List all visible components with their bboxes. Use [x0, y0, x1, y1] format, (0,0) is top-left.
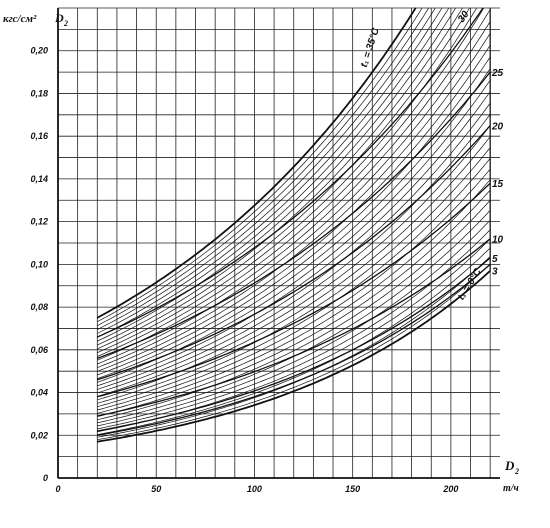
hatch-curve	[97, 7, 450, 338]
hatch-curve	[97, 136, 491, 401]
curve-label-0: t₁ = 0°C	[456, 266, 484, 302]
y-tick-label: 0,04	[30, 388, 48, 398]
hatch-curve	[97, 68, 491, 380]
chart-grid	[57, 7, 500, 479]
x-tick-label: 0	[55, 484, 60, 494]
y-tick-label: 0,18	[30, 88, 48, 98]
series-curve-25	[97, 71, 491, 360]
x-tick-label: 50	[151, 484, 161, 494]
series-curve-20	[97, 125, 491, 381]
y-tick-label: 0,14	[30, 174, 48, 184]
hatch-curve	[97, 7, 423, 323]
curve-label-20: 20	[491, 122, 504, 133]
hatch-curve	[97, 91, 491, 387]
hatch-curve	[97, 7, 470, 350]
series-curve-3	[97, 263, 491, 436]
hatch-curve	[97, 7, 485, 357]
curve-label-30: 30	[456, 9, 472, 25]
x-axis-symbol-sub: 2	[514, 467, 519, 476]
chart-tick-labels: 0 50 100 150 200 0 0,02 0,04 0,06 0,08 0,10 0,12 0,1…	[30, 46, 458, 494]
chart-series-curves	[96, 7, 491, 443]
chart-axes	[57, 8, 500, 479]
series-curve-30	[97, 7, 484, 338]
y-tick-label: 0,06	[30, 345, 49, 355]
hatch-curve	[97, 7, 436, 330]
hatch-curve	[97, 102, 491, 390]
hatch-curve	[97, 168, 491, 411]
y-axis-symbol-sub: 2	[63, 19, 68, 28]
y-axis-symbol: D	[54, 11, 64, 25]
hatch-curve	[97, 9, 491, 361]
hatch-curve	[97, 200, 491, 421]
x-tick-label: 100	[247, 484, 262, 494]
hatch-curve	[97, 158, 491, 408]
hatch-curve	[97, 125, 491, 397]
x-axis-unit-label: т/ч	[503, 483, 519, 494]
curve-label-15: 15	[492, 179, 504, 190]
x-tick-label: 200	[442, 484, 458, 494]
y-tick-label: 0	[43, 473, 48, 483]
hatch-curve	[97, 7, 477, 354]
hatch-curve	[97, 33, 491, 369]
hatch-curve	[97, 7, 456, 342]
curve-label-5: 5	[492, 254, 498, 265]
hatch-curve	[97, 264, 491, 441]
hatch-curve	[97, 147, 491, 404]
y-tick-label: 0,20	[30, 46, 48, 56]
series-curve-0	[97, 270, 491, 443]
y-axis-unit-label: кгс/см²	[3, 13, 37, 25]
hatch-curve	[97, 219, 491, 427]
hatch-curve	[97, 21, 491, 365]
y-tick-label: 0,10	[30, 259, 48, 269]
hatch-curve	[97, 7, 429, 327]
hatch-curve	[97, 7, 443, 334]
series-curve-10	[97, 238, 491, 417]
y-tick-label: 0,08	[30, 302, 48, 312]
series-curve-15	[97, 182, 491, 398]
hatch-curve	[97, 189, 491, 417]
hatch-curve	[97, 229, 491, 430]
y-tick-label: 0,02	[30, 430, 48, 440]
x-tick-label: 150	[345, 484, 360, 494]
curve-label-25: 25	[491, 68, 504, 79]
curve-label-3: 3	[492, 266, 498, 277]
hatch-curve	[97, 247, 491, 435]
hatch-curve	[97, 56, 491, 376]
series-curve-35	[96, 7, 417, 319]
hatch-curve	[97, 45, 491, 372]
y-tick-label: 0,12	[30, 217, 48, 227]
y-tick-label: 0,16	[30, 131, 49, 141]
series-curve-5	[97, 257, 491, 432]
curve-label-10: 10	[492, 235, 504, 246]
x-axis-symbol: D	[504, 458, 515, 473]
hatch-curve	[97, 179, 491, 414]
